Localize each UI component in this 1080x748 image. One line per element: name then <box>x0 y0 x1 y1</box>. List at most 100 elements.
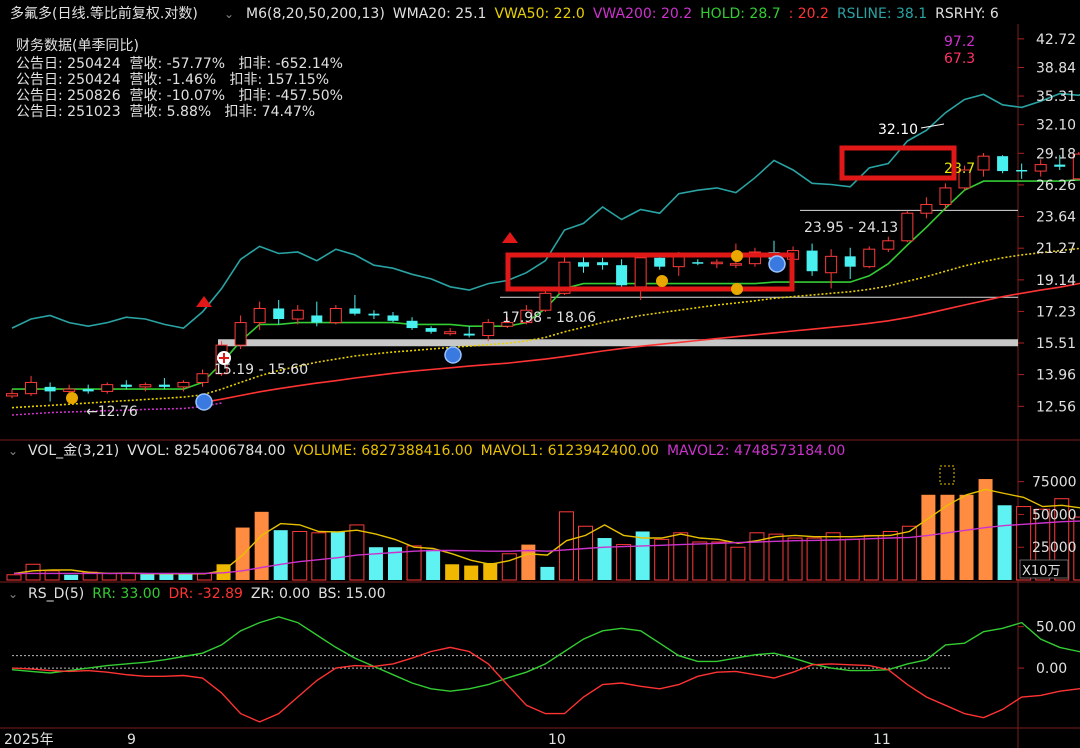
chevron-down-icon[interactable]: ⌄ <box>224 7 234 21</box>
volume-bar[interactable] <box>997 505 1012 580</box>
candle[interactable] <box>692 262 704 264</box>
volume-bar[interactable] <box>349 524 365 581</box>
volume-bar[interactable] <box>692 541 708 581</box>
candle[interactable] <box>368 313 380 316</box>
candle[interactable] <box>844 256 856 267</box>
volume-bar[interactable] <box>940 494 955 580</box>
volume-bar[interactable] <box>749 532 765 581</box>
candle[interactable] <box>25 381 38 395</box>
volume-bar[interactable] <box>597 538 612 580</box>
candle[interactable] <box>273 308 285 320</box>
candle[interactable] <box>597 262 609 266</box>
candle[interactable] <box>939 187 952 206</box>
candle[interactable] <box>6 393 18 397</box>
volume-bar[interactable] <box>292 530 308 581</box>
candle[interactable] <box>196 373 209 383</box>
candle[interactable] <box>177 381 190 388</box>
volume-bar[interactable] <box>254 511 269 580</box>
volume-bar[interactable] <box>273 530 288 580</box>
volume-bar[interactable] <box>501 553 517 581</box>
chevron-down-icon[interactable]: ⌄ <box>8 444 18 458</box>
volume-bar[interactable] <box>825 532 841 581</box>
volume-bar[interactable] <box>635 531 650 580</box>
volume-bar[interactable] <box>426 549 441 580</box>
volume-bar[interactable] <box>464 565 479 580</box>
candle[interactable] <box>1016 169 1028 172</box>
volume-bar[interactable] <box>178 574 193 580</box>
rs-panel[interactable] <box>11 616 1080 723</box>
volume-bar[interactable] <box>863 534 879 581</box>
volume-bar[interactable] <box>330 531 345 580</box>
volume-bar[interactable] <box>558 511 574 581</box>
candle[interactable] <box>234 322 247 346</box>
candle[interactable] <box>634 257 647 288</box>
candle[interactable] <box>882 240 895 250</box>
volume-bar[interactable] <box>768 533 784 581</box>
candle[interactable] <box>444 331 457 335</box>
candle[interactable] <box>901 212 914 242</box>
volume-bar[interactable] <box>921 494 936 580</box>
consolidation-box-october[interactable] <box>505 252 795 292</box>
volume-bar[interactable] <box>235 527 250 580</box>
volume-bar[interactable] <box>882 530 898 581</box>
candle[interactable] <box>349 308 361 314</box>
candle[interactable] <box>501 322 514 327</box>
candle[interactable] <box>63 388 76 392</box>
candle[interactable] <box>578 262 589 267</box>
candle[interactable] <box>806 250 818 272</box>
volume-bar[interactable] <box>388 547 402 580</box>
candle[interactable] <box>158 384 170 387</box>
volume-bar[interactable] <box>959 494 974 580</box>
candle[interactable] <box>425 328 437 332</box>
volume-bar[interactable] <box>711 541 727 581</box>
consolidation-box-november[interactable] <box>839 145 957 181</box>
volume-bar[interactable] <box>673 532 689 581</box>
candle[interactable] <box>1054 164 1066 167</box>
volume-bar[interactable] <box>483 562 498 580</box>
candle[interactable] <box>863 248 876 268</box>
volume-bar[interactable] <box>578 525 593 581</box>
candle[interactable] <box>291 309 304 320</box>
candle[interactable] <box>729 263 742 266</box>
candle[interactable] <box>120 384 132 387</box>
candle[interactable] <box>82 389 94 392</box>
volume-bar[interactable] <box>406 545 422 581</box>
candle[interactable] <box>253 307 266 324</box>
volume-bar[interactable] <box>787 537 803 581</box>
volume-bar[interactable] <box>901 525 917 581</box>
candle[interactable] <box>520 309 533 324</box>
candle[interactable] <box>558 261 571 294</box>
candle[interactable] <box>825 255 838 274</box>
volume-bar[interactable] <box>101 572 117 581</box>
candle[interactable] <box>387 315 399 321</box>
candle[interactable] <box>482 322 495 337</box>
volume-bar[interactable] <box>806 537 822 581</box>
candle[interactable] <box>1072 153 1080 180</box>
volume-bar[interactable] <box>445 564 460 580</box>
candle[interactable] <box>406 320 418 329</box>
candle[interactable] <box>1034 164 1047 172</box>
candle[interactable] <box>654 257 666 267</box>
volume-bar[interactable] <box>311 532 327 581</box>
volume-bar[interactable] <box>120 572 136 581</box>
volume-bar[interactable] <box>540 566 555 580</box>
candle[interactable] <box>997 156 1009 172</box>
volume-bar[interactable] <box>730 546 746 581</box>
candle[interactable] <box>977 155 990 171</box>
chevron-down-icon[interactable]: ⌄ <box>8 587 18 601</box>
candle[interactable] <box>710 261 723 265</box>
volume-bar[interactable] <box>844 538 860 581</box>
candle[interactable] <box>329 307 342 324</box>
candle[interactable] <box>539 292 552 311</box>
candle[interactable] <box>101 384 114 392</box>
volume-bar[interactable] <box>6 574 22 581</box>
volume-bar[interactable] <box>44 570 60 581</box>
candle[interactable] <box>44 386 56 392</box>
candle[interactable] <box>616 265 628 286</box>
candle[interactable] <box>748 251 761 265</box>
volume-bar[interactable] <box>616 544 632 581</box>
candle[interactable] <box>958 169 971 189</box>
volume-bar[interactable] <box>1073 516 1080 581</box>
volume-bar[interactable] <box>978 479 993 580</box>
